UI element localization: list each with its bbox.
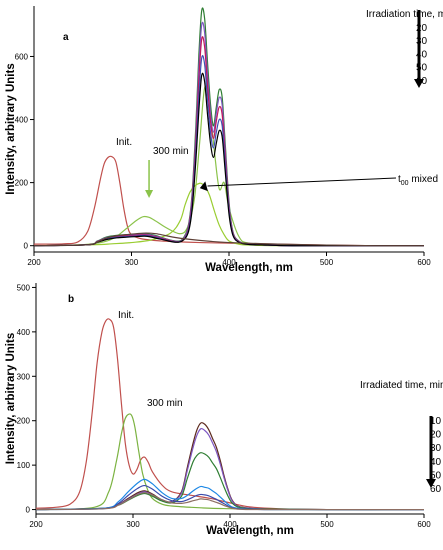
legend-entry: 60 xyxy=(430,484,442,495)
y-tick-label: 400 xyxy=(15,116,29,125)
legend-entry: 20 xyxy=(430,430,442,441)
annotation: t00 mixed xyxy=(398,174,438,187)
y-tick-label: 400 xyxy=(17,328,31,337)
x-tick-label: 200 xyxy=(29,520,43,529)
series-group xyxy=(36,318,424,511)
series-line xyxy=(34,182,424,247)
annotation: Init. xyxy=(118,310,134,321)
series-line xyxy=(34,85,424,247)
series-group xyxy=(34,7,424,247)
legend-entry: 10 xyxy=(430,416,442,427)
x-tick-label: 500 xyxy=(320,520,334,529)
x-tick-label: 600 xyxy=(417,258,431,267)
x-tick-label: 400 xyxy=(222,258,236,267)
series-line xyxy=(36,318,424,511)
series-line xyxy=(36,452,424,511)
x-tick-label: 400 xyxy=(223,520,237,529)
series-line xyxy=(34,72,424,247)
y-tick-label: 500 xyxy=(17,283,31,292)
chart-panel-b: 200 300 400 500 600 0 100 200 300 400 500 Wavelengt… xyxy=(5,283,443,537)
legend-entry: 50 xyxy=(430,470,442,481)
legend-entry: 40 xyxy=(430,457,442,468)
y-tick-label: 200 xyxy=(17,417,31,426)
annotation: 300 min xyxy=(147,398,183,409)
y-tick-label: 600 xyxy=(15,52,29,61)
legend-entry: 30 xyxy=(416,36,428,47)
legend-title: Irradiated time, min xyxy=(360,380,443,391)
series-line xyxy=(36,492,424,511)
x-tick-label: 500 xyxy=(320,258,334,267)
y-tick-label: 300 xyxy=(17,372,31,381)
x-axis-title: Wavelength, nm xyxy=(205,262,293,274)
panel-letter: a xyxy=(63,32,69,43)
x-tick-label: 200 xyxy=(27,258,41,267)
x-tick-label: 600 xyxy=(417,520,431,529)
x-tick-label: 300 xyxy=(126,520,140,529)
legend-arrowhead xyxy=(426,479,436,488)
y-tick-label: 0 xyxy=(26,506,31,515)
annotation: Init. xyxy=(116,137,132,148)
legend-entry: 20 xyxy=(416,23,428,34)
annotation-pointer xyxy=(207,177,397,187)
annotation: 300 min xyxy=(153,146,189,157)
x-axis-title: Wavelength, nm xyxy=(206,525,294,537)
legend-entry: 50 xyxy=(416,63,428,74)
legend-arrowhead xyxy=(414,79,424,88)
y-tick-label: 100 xyxy=(17,461,31,470)
series-line xyxy=(36,427,424,511)
chart-panel-a: 200 300 400 500 600 0 200 400 600 Wavelength, nm I… xyxy=(5,6,443,274)
y-tick-label: 0 xyxy=(24,242,29,251)
annotation-pointer-head xyxy=(199,181,208,192)
series-line xyxy=(34,232,424,247)
y-axis-title: Intensity, arbitrary Units xyxy=(5,63,17,194)
panel-letter: b xyxy=(68,294,74,305)
x-tick-label: 300 xyxy=(125,258,139,267)
legend-title: Irradiation time, min xyxy=(366,9,443,20)
series-line xyxy=(36,413,424,511)
y-tick-label: 200 xyxy=(15,179,29,188)
legend-entry: 40 xyxy=(416,49,428,60)
annotation-pointer-head xyxy=(145,190,154,198)
legend-entry: 30 xyxy=(430,443,442,454)
y-axis-title: Intensity, arbitrary Units xyxy=(5,333,17,464)
